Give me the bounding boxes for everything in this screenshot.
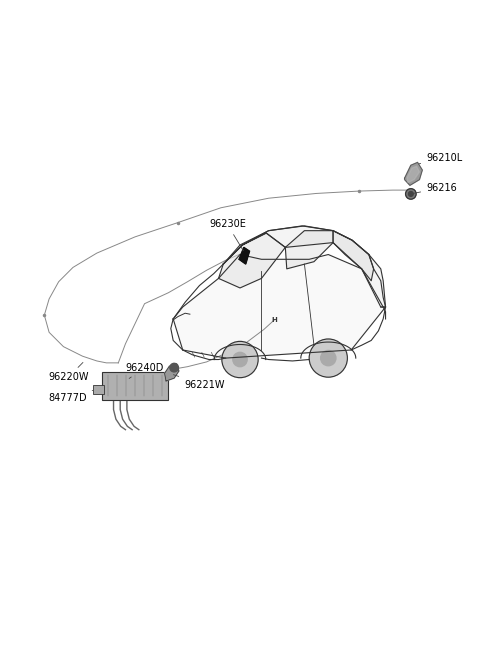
Circle shape — [321, 350, 336, 366]
FancyBboxPatch shape — [102, 372, 168, 399]
Text: 96216: 96216 — [414, 183, 457, 193]
Circle shape — [309, 339, 348, 377]
Circle shape — [222, 342, 258, 378]
Polygon shape — [239, 248, 250, 264]
Polygon shape — [405, 162, 422, 185]
Polygon shape — [223, 226, 385, 307]
Polygon shape — [407, 166, 420, 183]
Polygon shape — [285, 231, 333, 269]
Circle shape — [170, 363, 179, 372]
Polygon shape — [165, 364, 179, 381]
Text: 96221W: 96221W — [173, 374, 225, 390]
Circle shape — [233, 352, 247, 367]
Circle shape — [406, 189, 416, 199]
Text: 96210L: 96210L — [419, 152, 462, 164]
Text: 96240D: 96240D — [125, 363, 164, 378]
Polygon shape — [173, 254, 385, 358]
Text: 96230E: 96230E — [209, 219, 246, 251]
Circle shape — [408, 192, 413, 196]
FancyBboxPatch shape — [93, 385, 104, 394]
Text: H: H — [272, 317, 277, 323]
Text: 84777D: 84777D — [48, 390, 93, 403]
Polygon shape — [218, 233, 285, 288]
Polygon shape — [333, 231, 373, 281]
Text: 96220W: 96220W — [48, 363, 89, 382]
